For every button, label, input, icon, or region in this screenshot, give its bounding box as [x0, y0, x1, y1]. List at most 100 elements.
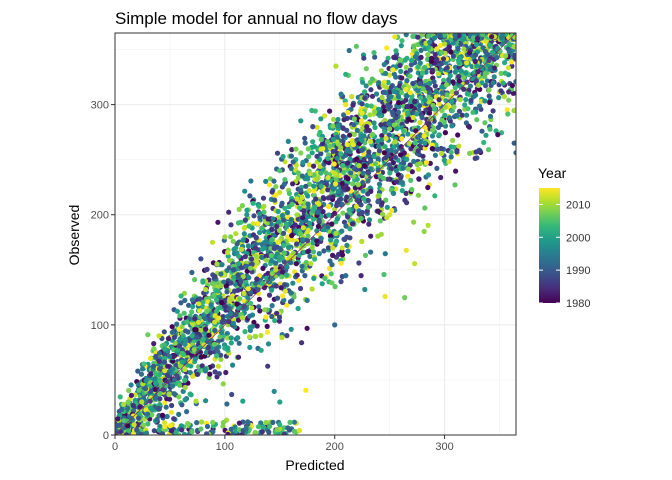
data-point — [334, 155, 340, 161]
data-point — [230, 362, 236, 368]
data-point — [438, 174, 444, 181]
data-point — [327, 233, 333, 239]
data-point — [344, 194, 350, 200]
data-point — [241, 304, 247, 310]
data-point — [339, 228, 345, 234]
data-point — [306, 162, 313, 168]
data-point — [453, 112, 460, 118]
data-point — [347, 235, 353, 241]
data-point — [387, 170, 393, 176]
data-point — [219, 299, 225, 306]
data-point — [189, 309, 195, 315]
plot-border — [114, 32, 517, 436]
data-point — [166, 392, 172, 398]
data-point — [382, 89, 388, 95]
data-point — [245, 421, 251, 427]
data-point — [333, 239, 339, 245]
data-point — [404, 103, 410, 109]
data-point — [340, 210, 346, 216]
data-point — [331, 161, 337, 167]
data-point — [119, 406, 125, 412]
data-point — [456, 78, 462, 84]
data-point — [394, 126, 400, 132]
data-point — [281, 242, 287, 248]
x-axis-title: Predicted — [285, 457, 344, 473]
data-point — [350, 102, 356, 108]
data-point — [281, 217, 287, 223]
data-point — [504, 107, 510, 113]
data-point — [273, 267, 279, 273]
data-point — [426, 99, 432, 105]
data-point — [204, 308, 210, 315]
data-point — [415, 87, 421, 94]
data-point — [329, 221, 335, 227]
data-point — [382, 251, 388, 257]
data-point — [297, 205, 303, 211]
data-point — [156, 350, 162, 356]
data-point — [282, 205, 288, 211]
data-point — [288, 216, 294, 223]
data-point — [238, 279, 244, 285]
data-point — [149, 412, 155, 418]
data-point — [169, 329, 175, 335]
data-point — [366, 149, 372, 155]
data-point — [309, 245, 315, 251]
data-point — [345, 176, 351, 182]
data-point — [177, 382, 183, 388]
data-point — [212, 313, 218, 319]
data-point — [168, 428, 175, 434]
data-point — [415, 148, 421, 154]
data-point — [461, 86, 467, 92]
data-point — [338, 196, 344, 202]
data-point — [128, 392, 134, 398]
data-point — [273, 283, 279, 289]
data-point — [299, 173, 306, 179]
data-point — [228, 340, 234, 346]
data-point — [203, 286, 209, 293]
data-point — [125, 399, 131, 405]
data-point — [271, 245, 277, 251]
data-point — [383, 84, 389, 90]
data-point — [304, 297, 310, 303]
data-point — [325, 195, 331, 201]
data-point — [468, 97, 474, 103]
data-point — [334, 200, 340, 206]
data-point — [506, 41, 512, 47]
data-point — [425, 85, 431, 91]
data-point — [263, 239, 269, 245]
data-point — [199, 419, 205, 425]
data-point — [257, 229, 263, 236]
data-point — [439, 84, 445, 90]
data-point — [385, 55, 391, 61]
data-point — [276, 318, 282, 324]
data-point — [194, 420, 200, 426]
data-point — [388, 84, 394, 90]
data-point — [117, 422, 123, 428]
data-point — [380, 211, 386, 217]
data-point — [233, 312, 239, 318]
data-point — [490, 108, 496, 114]
data-point — [190, 303, 196, 310]
data-point — [197, 296, 203, 302]
data-point — [415, 166, 422, 172]
data-point — [162, 359, 168, 365]
data-point — [487, 66, 493, 72]
data-point — [405, 110, 411, 116]
data-point — [435, 124, 441, 131]
data-point — [480, 33, 486, 37]
data-point — [134, 427, 140, 433]
data-point — [252, 333, 258, 340]
data-point — [425, 44, 432, 50]
data-point — [237, 296, 243, 302]
data-point — [201, 342, 207, 348]
data-point — [443, 82, 450, 88]
data-point — [281, 425, 287, 431]
data-point — [168, 409, 174, 415]
x-tick-label: 0 — [112, 441, 118, 453]
data-point — [235, 335, 241, 341]
data-point — [330, 186, 337, 192]
data-point — [188, 392, 194, 398]
data-point — [479, 80, 485, 86]
data-point — [162, 368, 168, 374]
